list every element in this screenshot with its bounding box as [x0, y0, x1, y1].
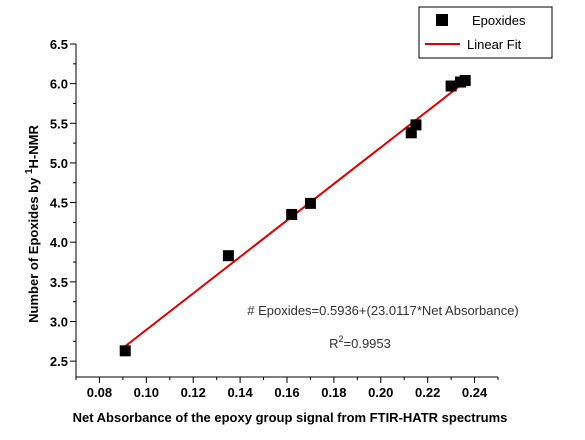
fit-equation-annotation: # Epoxides=0.5936+(23.0117*Net Absorbanc…: [247, 303, 519, 318]
data-point-square: [222, 250, 234, 262]
data-point-square: [405, 127, 417, 139]
y-tick-label: 5.0: [50, 156, 68, 171]
plot-layer: 2.5 3.0 3.5 4.0 4.5 5.0 5.5 6.0 6.5 0.08 0.10 0.12 0…: [50, 37, 499, 400]
y-tick-label: 4.5: [50, 196, 68, 211]
r-squared-prefix: R: [329, 336, 338, 351]
y-tick-label: 6.5: [50, 37, 68, 52]
x-axis-title: Net Absorbance of the epoxy group signal…: [73, 410, 508, 425]
x-tick-label: 0.14: [227, 385, 253, 400]
r-squared-sup: 2: [339, 334, 344, 344]
y-tick-label: 6.0: [50, 77, 68, 92]
data-point-square: [410, 119, 422, 131]
data-point-square: [445, 80, 457, 92]
y-axis-title-after: H-NMR: [26, 125, 41, 169]
legend: Epoxides Linear Fit: [418, 6, 553, 59]
r-squared-annotation: R2=0.9953: [329, 334, 391, 351]
x-tick-label: 0.24: [462, 385, 488, 400]
x-tick-label: 0.08: [87, 385, 112, 400]
data-point-square: [286, 208, 298, 220]
legend-marker-epoxides: [436, 14, 448, 26]
x-tick-label: 0.20: [368, 385, 393, 400]
x-tick-label: 0.12: [181, 385, 206, 400]
x-tick-label: 0.22: [415, 385, 440, 400]
x-tick-label: 0.10: [134, 385, 159, 400]
r-squared-suffix: =0.9953: [344, 336, 391, 351]
y-axis-title-sup: 1: [24, 168, 35, 174]
data-point-square: [119, 345, 131, 357]
data-point-square: [304, 197, 316, 209]
y-axis-title: Number of Epoxides by 1H-NMR: [24, 125, 41, 323]
y-tick-label: 2.5: [50, 354, 68, 369]
x-tick-label: 0.18: [321, 385, 346, 400]
data-point-square: [459, 74, 471, 86]
y-axis-title-before: Number of Epoxides by: [26, 174, 41, 323]
legend-label-epoxides: Epoxides: [472, 13, 526, 28]
y-tick-label: 3.0: [50, 315, 68, 330]
y-tick-label: 5.5: [50, 116, 68, 131]
y-tick-label: 3.5: [50, 275, 68, 290]
x-tick-label: 0.16: [274, 385, 299, 400]
y-tick-label: 4.0: [50, 235, 68, 250]
legend-label-linear-fit: Linear Fit: [467, 37, 522, 52]
